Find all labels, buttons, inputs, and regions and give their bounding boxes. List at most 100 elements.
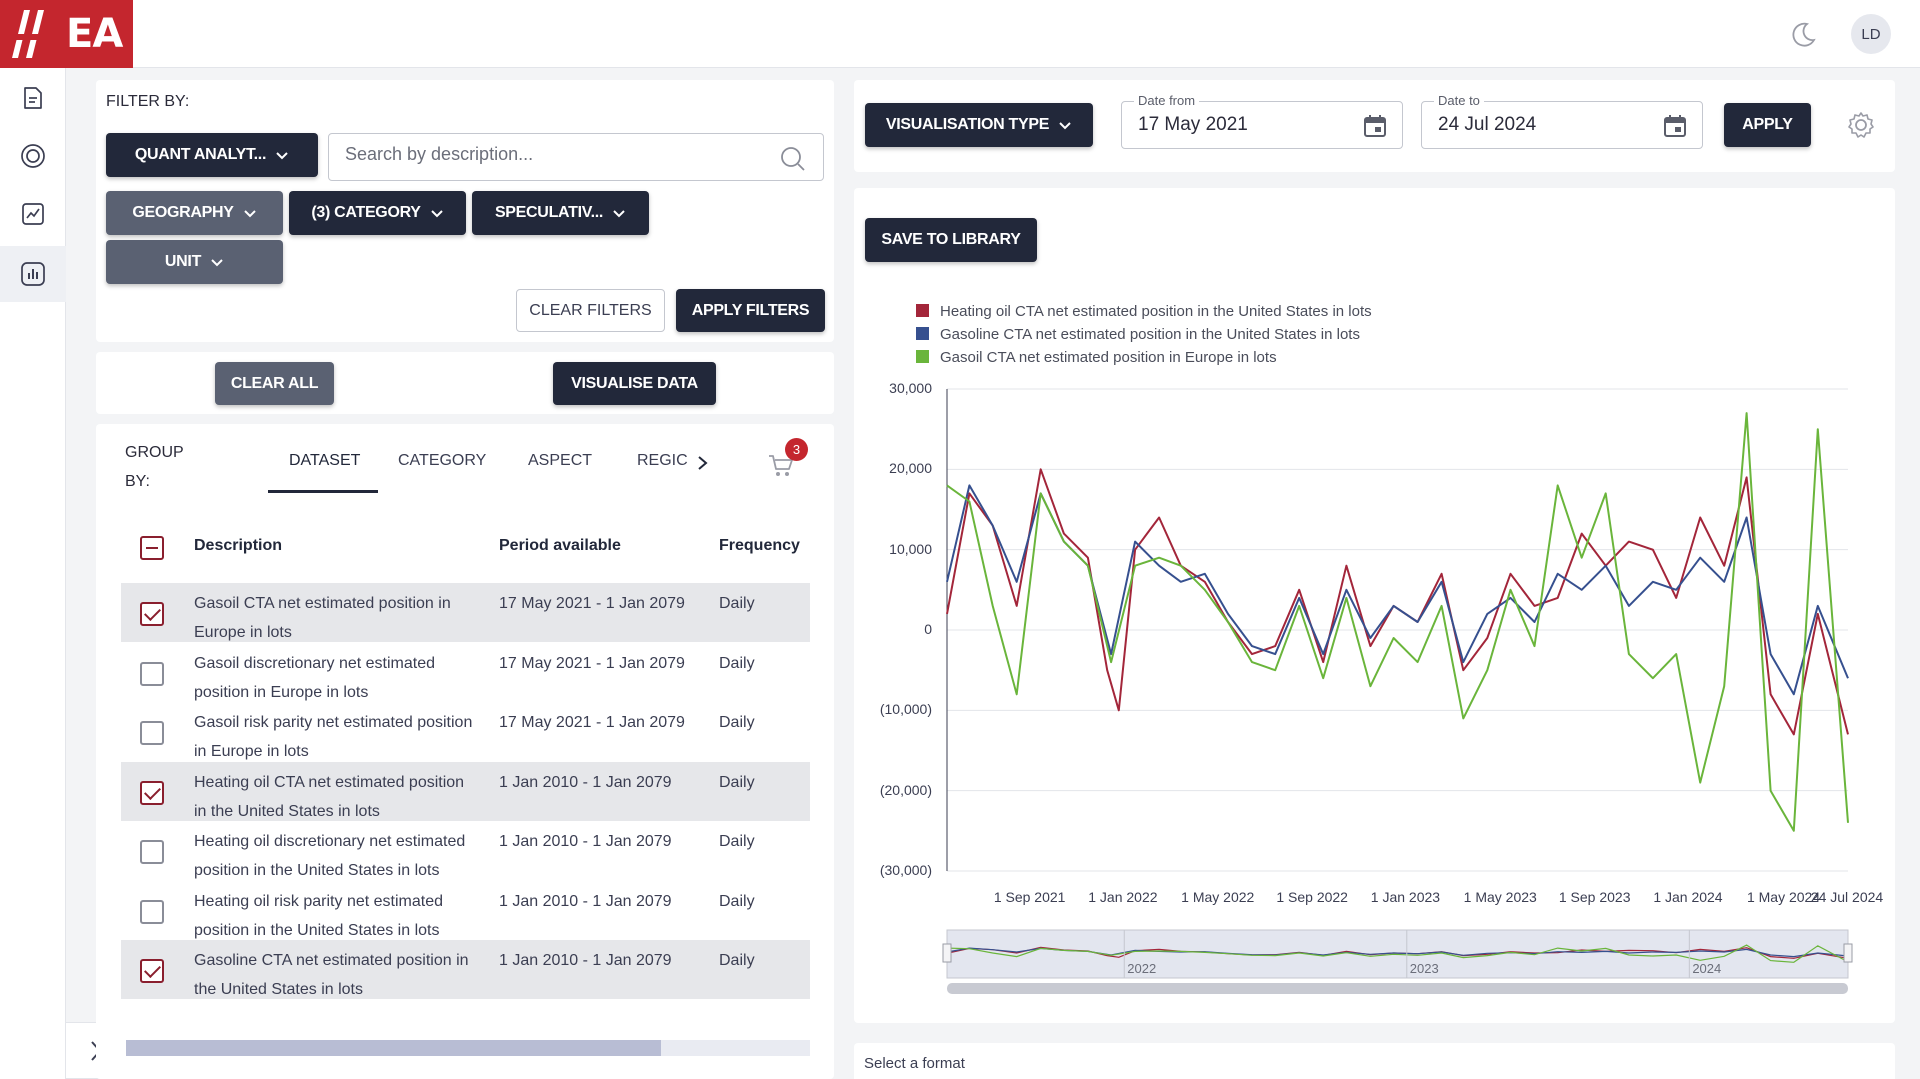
chevron-down-icon (613, 209, 625, 217)
x-tick-label: 24 Jul 2024 (1810, 889, 1884, 905)
x-tick-label: 1 Jan 2023 (1370, 889, 1441, 905)
visualise-data-button[interactable]: VISUALISE DATA (553, 362, 716, 405)
search-icon[interactable] (779, 145, 807, 173)
row-checkbox[interactable] (140, 721, 164, 745)
row-checkbox[interactable] (140, 899, 164, 924)
table-row[interactable]: Heating oil CTA net estimated position in… (121, 761, 810, 821)
header-period[interactable]: Period available (499, 537, 621, 554)
table-row[interactable]: Gasoline CTA net estimated position in th… (121, 940, 810, 999)
y-tick-label: 30,000 (889, 380, 932, 396)
group-by-label: GROUP BY: (125, 444, 184, 490)
table-row[interactable]: Gasoil CTA net estimated position in Euro… (121, 583, 810, 642)
range-navigator (942, 929, 1853, 994)
tab-dataset[interactable]: DATASET (289, 452, 361, 469)
bar-chart-icon[interactable] (0, 246, 66, 302)
table-horizontal-scrollbar[interactable] (126, 1040, 810, 1056)
settings-icon[interactable] (1846, 110, 1876, 145)
chevron-right-icon[interactable] (696, 454, 710, 472)
row-description: Gasoil discretionary net estimated positi… (194, 654, 435, 701)
row-frequency: Daily (719, 892, 755, 910)
date-from-value[interactable]: 17 May 2021 (1138, 114, 1248, 135)
table-row[interactable]: Gasoil discretionary net estimated positi… (121, 643, 810, 702)
visualisation-type-dropdown[interactable]: VISUALISATION TYPE (865, 103, 1093, 147)
unit-label: UNIT (164, 253, 202, 270)
select-all-checkbox[interactable] (140, 536, 164, 560)
y-tick-label: (10,000) (879, 701, 932, 718)
navigator-handle (942, 943, 952, 963)
unit-filter-button[interactable]: UNIT (106, 240, 283, 284)
table-row[interactable]: Gasoil risk parity net estimated positio… (121, 702, 810, 761)
y-tick-label: 20,000 (889, 460, 932, 477)
date-to-field[interactable]: Date to 24 Jul 2024 (1421, 93, 1703, 149)
chevron-down-icon (243, 209, 256, 217)
y-tick-label: 10,000 (889, 540, 932, 557)
tab-region[interactable]: REGIC (637, 452, 688, 469)
category-filter-button[interactable]: (3) CATEGORY (289, 191, 466, 235)
calendar-icon[interactable] (1362, 113, 1388, 139)
legend-item-gasoline[interactable]: Gasoline CTA net estimated position in t… (916, 326, 1360, 343)
y-tick-label: (20,000) (879, 781, 932, 798)
logo-text: EA (66, 11, 123, 57)
x-tick-label: 1 May 2023 (1463, 889, 1537, 905)
row-checkbox[interactable] (140, 840, 164, 864)
tab-category[interactable]: CATEGORY (398, 452, 487, 469)
cart-count-badge: 3 (785, 438, 808, 461)
x-tick-label: 1 Jan 2022 (1088, 889, 1158, 905)
clear-filters-button[interactable]: CLEAR FILTERS (516, 289, 665, 332)
chart-report-icon[interactable] (17, 198, 49, 230)
table-header: Description Period available Frequency (121, 514, 810, 570)
clear-all-button[interactable]: CLEAR ALL (215, 362, 334, 405)
save-to-library-button[interactable]: SAVE TO LIBRARY (865, 218, 1037, 262)
search-input[interactable] (345, 144, 745, 165)
search-field[interactable] (328, 133, 824, 181)
row-period: 1 Jan 2010 - 1 Jan 2079 (499, 952, 672, 969)
date-from-label: Date from (1134, 93, 1200, 108)
row-checkbox[interactable] (140, 780, 164, 805)
legend-item-heating-oil[interactable]: Heating oil CTA net estimated position i… (916, 303, 1372, 320)
x-tick-label: 1 Sep 2022 (1276, 889, 1348, 905)
legend-item-gasoil[interactable]: Gasoil CTA net estimated position in Eur… (916, 349, 1277, 366)
cart-button[interactable] (766, 450, 796, 480)
category-label: (3) CATEGORY (311, 204, 421, 221)
row-period: 1 Jan 2010 - 1 Jan 2079 (499, 773, 672, 791)
user-avatar[interactable]: LD (1851, 14, 1891, 54)
chart-series (946, 412, 1849, 832)
visualisation-type-label: VISUALISATION TYPE (885, 116, 1050, 133)
date-from-field[interactable]: Date from 17 May 2021 (1121, 93, 1403, 149)
target-icon[interactable] (17, 140, 49, 172)
scrollbar-thumb[interactable] (126, 1040, 661, 1056)
select-format-label: Select a format (864, 1055, 965, 1072)
header-description[interactable]: Description (194, 537, 283, 554)
series-line (946, 484, 1849, 696)
app-logo[interactable]: EA (0, 0, 133, 68)
geography-filter-button[interactable]: GEOGRAPHY (106, 191, 283, 235)
y-tick-label: 0 (924, 621, 932, 637)
document-icon[interactable] (17, 82, 49, 114)
apply-filters-button[interactable]: APPLY FILTERS (676, 289, 825, 332)
table-row[interactable]: Heating oil discretionary net estimated p… (121, 821, 810, 880)
apply-dates-button[interactable]: APPLY (1724, 103, 1811, 147)
navigator-tick-label: 2023 (1409, 961, 1439, 976)
sidebar (0, 68, 66, 1079)
table-row[interactable]: Heating oil risk parity net estimated pos… (121, 881, 810, 940)
tab-aspect[interactable]: ASPECT (528, 452, 593, 469)
chevron-down-icon (211, 258, 223, 266)
row-checkbox[interactable] (140, 602, 164, 626)
row-checkbox[interactable] (140, 661, 164, 686)
chevron-down-icon (430, 209, 443, 217)
header-frequency[interactable]: Frequency (719, 537, 800, 554)
dark-mode-toggle-icon[interactable] (1788, 20, 1818, 50)
date-to-value[interactable]: 24 Jul 2024 (1438, 114, 1537, 135)
format-panel (854, 1043, 1895, 1079)
row-description: Heating oil discretionary net estimated p… (194, 833, 466, 879)
row-checkbox[interactable] (140, 959, 164, 983)
speculative-filter-button[interactable]: SPECULATIV... (472, 191, 649, 235)
series-line (946, 468, 1849, 736)
dataset-dropdown-label: QUANT ANALYT... (134, 146, 267, 163)
navigator-tick-label: 2022 (1127, 961, 1157, 976)
dataset-dropdown[interactable]: QUANT ANALYT... (106, 133, 318, 177)
row-frequency: Daily (719, 833, 755, 850)
filter-title: FILTER BY: (106, 93, 190, 110)
calendar-icon[interactable] (1662, 113, 1688, 139)
